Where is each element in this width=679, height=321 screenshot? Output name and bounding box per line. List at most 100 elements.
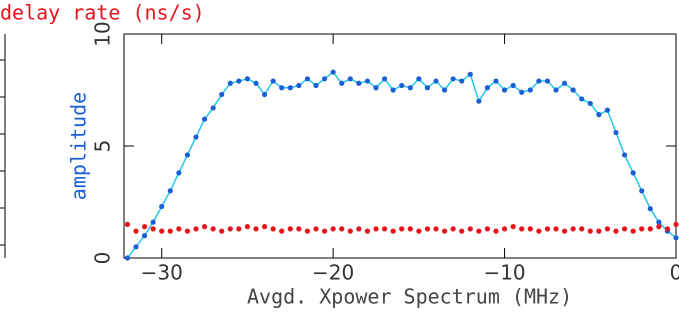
data-point <box>244 224 251 230</box>
data-point <box>193 226 199 232</box>
data-point <box>219 228 225 234</box>
y-tick-label: 10 <box>91 21 115 46</box>
data-point <box>433 226 439 232</box>
data-point <box>579 226 585 232</box>
data-point <box>141 224 148 230</box>
data-point <box>519 226 525 232</box>
left-panel-edge <box>0 34 6 258</box>
data-point <box>587 100 593 107</box>
data-point <box>459 228 465 234</box>
data-point <box>536 78 542 84</box>
data-point <box>304 76 311 82</box>
x-tick-label: −30 <box>141 261 183 285</box>
data-point <box>501 87 508 93</box>
data-point <box>604 107 611 113</box>
data-point <box>339 226 345 232</box>
data-point <box>424 226 431 232</box>
data-point <box>493 228 499 234</box>
y-tick-label: 0 <box>91 252 115 265</box>
data-point <box>467 71 473 77</box>
x-tick-label: 0 <box>670 261 679 285</box>
data-point <box>287 85 293 91</box>
data-point <box>261 224 268 230</box>
data-point <box>493 78 499 84</box>
data-point <box>630 228 636 234</box>
data-point <box>253 80 259 86</box>
data-point <box>604 226 611 232</box>
data-point <box>416 76 422 82</box>
data-point <box>647 226 653 232</box>
data-point <box>656 219 662 225</box>
data-point <box>296 226 302 232</box>
data-point <box>364 78 371 84</box>
data-point <box>373 85 379 91</box>
data-point <box>399 226 405 232</box>
data-point <box>613 129 619 136</box>
data-point <box>193 134 199 140</box>
data-point <box>381 76 388 82</box>
data-point <box>390 87 396 93</box>
data-point <box>176 226 182 232</box>
data-point <box>536 228 542 234</box>
data-point <box>210 226 216 232</box>
data-point <box>279 85 285 91</box>
data-point <box>381 226 388 232</box>
data-point <box>124 255 131 261</box>
data-point <box>347 228 353 234</box>
data-point <box>407 85 413 91</box>
data-point <box>553 226 559 232</box>
x-tick-label: −10 <box>483 261 525 285</box>
data-point <box>519 89 525 95</box>
data-point <box>656 224 662 230</box>
data-point <box>176 170 182 176</box>
data-point <box>133 228 139 234</box>
data-point <box>416 228 422 234</box>
data-point <box>304 228 311 234</box>
data-point <box>441 87 448 93</box>
data-point <box>321 228 328 234</box>
data-point <box>270 226 276 232</box>
data-point <box>501 226 508 232</box>
data-point <box>133 244 139 250</box>
data-point <box>441 228 448 234</box>
data-point <box>141 233 148 239</box>
data-point <box>330 226 336 232</box>
data-point <box>527 87 533 93</box>
data-point <box>596 112 602 118</box>
data-point <box>450 226 456 232</box>
data-point <box>201 224 208 230</box>
data-point <box>227 226 233 232</box>
data-point <box>150 226 156 232</box>
data-point <box>424 85 431 91</box>
data-point <box>647 206 653 212</box>
data-point <box>210 105 216 111</box>
data-point <box>476 98 482 104</box>
data-point <box>484 85 491 91</box>
data-point <box>150 219 156 225</box>
data-point <box>561 80 568 86</box>
data-point <box>330 69 336 75</box>
data-point <box>296 82 302 89</box>
data-point <box>544 226 551 232</box>
data-point <box>373 226 379 232</box>
data-point <box>313 82 319 89</box>
data-point <box>561 228 568 234</box>
y-axis-label: amplitude <box>67 92 91 200</box>
data-point <box>639 188 645 194</box>
data-point <box>527 226 533 232</box>
chart-title: delay rate (ns/s) <box>0 1 205 25</box>
data-point <box>321 76 328 82</box>
data-point <box>201 116 208 122</box>
data-point <box>587 228 593 234</box>
data-point <box>570 87 576 93</box>
data-point <box>347 76 353 82</box>
data-point <box>621 226 628 232</box>
data-point <box>579 96 585 102</box>
data-point <box>279 228 285 234</box>
data-point <box>510 82 516 89</box>
data-point <box>544 78 551 84</box>
data-point <box>399 82 405 89</box>
data-point <box>236 78 242 84</box>
data-point <box>236 226 242 232</box>
